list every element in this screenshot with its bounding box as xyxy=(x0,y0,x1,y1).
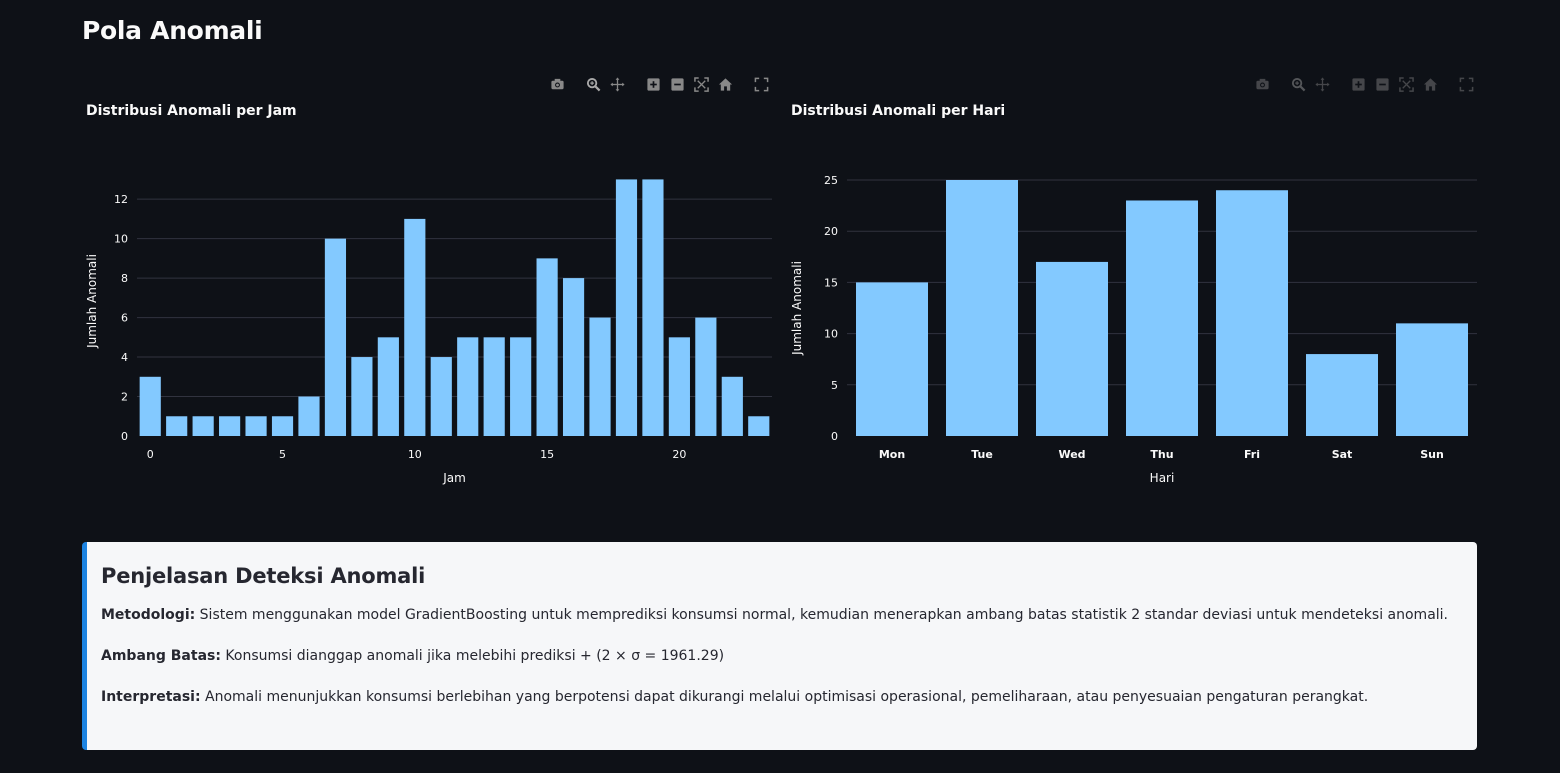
x-tick-label: Tue xyxy=(971,448,993,461)
autoscale-icon[interactable] xyxy=(692,75,710,93)
zoom-out-icon[interactable] xyxy=(1373,75,1391,93)
daily-chart-panel: Distribusi Anomali per Hari 0 5 10 15 20 25 Mo… xyxy=(787,68,1487,508)
info-threshold: Ambang Batas: Konsumsi dianggap anomali … xyxy=(101,647,1477,665)
info-interpretation: Interpretasi: Anomali menunjukkan konsum… xyxy=(101,688,1477,706)
info-box: Penjelasan Deteksi Anomali Metodologi: S… xyxy=(82,542,1477,750)
y-tick-label: 25 xyxy=(824,174,838,187)
y-tick-label: 0 xyxy=(831,430,838,443)
info-interpretation-label: Interpretasi: xyxy=(101,689,201,705)
fullscreen-icon[interactable] xyxy=(1457,75,1475,93)
zoom-out-icon[interactable] xyxy=(668,75,686,93)
bar[interactable] xyxy=(589,317,611,436)
y-tick-label: 0 xyxy=(121,430,128,443)
bar[interactable] xyxy=(946,180,1018,436)
camera-icon[interactable] xyxy=(548,75,566,93)
x-tick-label: 10 xyxy=(408,448,422,461)
y-tick-label: 20 xyxy=(824,225,838,238)
y-tick-label: 6 xyxy=(121,312,128,325)
x-tick-label: Fri xyxy=(1244,448,1260,461)
info-methodology: Metodologi: Sistem menggunakan model Gra… xyxy=(101,606,1477,624)
x-tick-label: Wed xyxy=(1058,448,1085,461)
bar[interactable] xyxy=(139,376,161,436)
bar[interactable] xyxy=(166,416,188,436)
bar[interactable] xyxy=(1306,354,1378,436)
hourly-chart-title: Distribusi Anomali per Jam xyxy=(86,103,297,119)
bar[interactable] xyxy=(1126,200,1198,436)
x-tick-label: Mon xyxy=(879,448,905,461)
x-tick-label: 5 xyxy=(279,448,286,461)
info-threshold-text: Konsumsi dianggap anomali jika melebihi … xyxy=(225,648,725,664)
x-tick-label: Sat xyxy=(1332,448,1353,461)
bar[interactable] xyxy=(351,357,373,436)
page-title: Pola Anomali xyxy=(82,16,263,45)
reset-axes-icon[interactable] xyxy=(1421,75,1439,93)
modebar-daily xyxy=(1253,75,1475,93)
x-tick-label: 0 xyxy=(147,448,154,461)
info-methodology-text: Sistem menggunakan model GradientBoostin… xyxy=(199,607,1449,623)
bar[interactable] xyxy=(615,179,638,436)
bar[interactable] xyxy=(668,337,690,436)
daily-chart[interactable]: 0 5 10 15 20 25 Mon Tue Wed Thu Fri Sat Sun Hari Jumla… xyxy=(787,68,1487,508)
bar[interactable] xyxy=(219,416,241,436)
zoom-in-icon[interactable] xyxy=(644,75,662,93)
y-tick-label: 15 xyxy=(824,276,838,289)
x-axis-label: Jam xyxy=(442,471,466,485)
hourly-chart-panel: Distribusi Anomali per Jam 0 2 4 6 8 10 12 0 5 10… xyxy=(82,68,782,508)
bar[interactable] xyxy=(192,416,214,436)
bar[interactable] xyxy=(536,258,558,436)
pan-icon[interactable] xyxy=(608,75,626,93)
bar[interactable] xyxy=(562,278,585,436)
zoom-icon[interactable] xyxy=(1289,75,1307,93)
bar[interactable] xyxy=(324,238,347,436)
y-tick-label: 10 xyxy=(824,328,838,341)
y-tick-label: 2 xyxy=(121,391,128,404)
x-tick-label: 15 xyxy=(540,448,554,461)
autoscale-icon[interactable] xyxy=(1397,75,1415,93)
bar[interactable] xyxy=(298,396,320,436)
bar[interactable] xyxy=(245,416,267,436)
info-threshold-label: Ambang Batas: xyxy=(101,648,221,664)
bar[interactable] xyxy=(642,179,664,436)
bar[interactable] xyxy=(856,282,928,436)
bar[interactable] xyxy=(271,416,294,436)
zoom-in-icon[interactable] xyxy=(1349,75,1367,93)
bar[interactable] xyxy=(1396,323,1468,436)
info-methodology-label: Metodologi: xyxy=(101,607,196,623)
y-axis-label: Jumlah Anomali xyxy=(85,254,99,349)
y-tick-label: 5 xyxy=(831,379,838,392)
daily-chart-title: Distribusi Anomali per Hari xyxy=(791,103,1006,119)
y-tick-label: 12 xyxy=(114,193,128,206)
camera-icon[interactable] xyxy=(1253,75,1271,93)
info-interpretation-text: Anomali menunjukkan konsumsi berlebihan … xyxy=(205,689,1369,705)
bar[interactable] xyxy=(1036,261,1108,436)
info-title: Penjelasan Deteksi Anomali xyxy=(101,564,426,588)
bar[interactable] xyxy=(721,376,743,436)
y-axis-label: Jumlah Anomali xyxy=(790,261,804,356)
x-tick-label: Sun xyxy=(1420,448,1444,461)
bar[interactable] xyxy=(457,337,479,436)
y-tick-label: 10 xyxy=(114,233,128,246)
bar[interactable] xyxy=(377,337,399,436)
x-tick-label: 20 xyxy=(672,448,686,461)
bar[interactable] xyxy=(748,416,770,436)
reset-axes-icon[interactable] xyxy=(716,75,734,93)
bar[interactable] xyxy=(510,337,532,436)
bar[interactable] xyxy=(483,337,505,436)
bar[interactable] xyxy=(695,317,717,436)
x-axis-label: Hari xyxy=(1150,471,1175,485)
bar[interactable] xyxy=(430,357,452,436)
bar[interactable] xyxy=(404,218,426,436)
pan-icon[interactable] xyxy=(1313,75,1331,93)
y-tick-label: 4 xyxy=(121,351,128,364)
y-tick-label: 8 xyxy=(121,272,128,285)
hourly-chart[interactable]: 0 2 4 6 8 10 12 0 5 10 15 20 Jam Jumlah Anomali xyxy=(82,68,782,508)
bar[interactable] xyxy=(1216,190,1288,436)
modebar-hourly xyxy=(548,75,770,93)
x-tick-label: Thu xyxy=(1150,448,1173,461)
fullscreen-icon[interactable] xyxy=(752,75,770,93)
zoom-icon[interactable] xyxy=(584,75,602,93)
